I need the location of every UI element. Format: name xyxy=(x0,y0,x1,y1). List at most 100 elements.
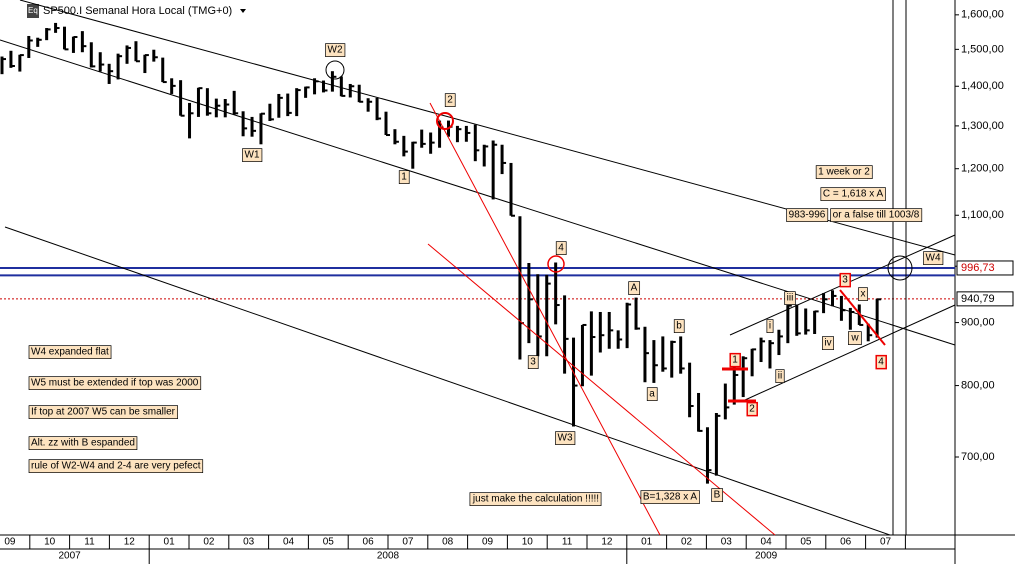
level-box xyxy=(956,291,1014,307)
x-tick-label: 09 xyxy=(482,537,494,548)
y-tick-label: 1,300,00 xyxy=(961,120,1004,132)
level-label: 996,73 xyxy=(961,262,995,274)
annotation-box xyxy=(646,387,658,401)
annotation-label: 2 xyxy=(447,95,453,106)
annotation: just make the calculation !!!!! xyxy=(469,492,602,506)
annotation-label: A xyxy=(631,283,638,294)
annotation: i xyxy=(766,319,774,333)
annotation-box xyxy=(830,208,923,222)
y-tick-label: 800,00 xyxy=(961,379,995,391)
annotation-label: iii xyxy=(787,293,794,304)
annotation: If top at 2007 W5 can be smaller xyxy=(28,405,178,419)
x-tick-label: 01 xyxy=(641,537,653,548)
annotation-box xyxy=(875,354,887,370)
annotation-label: Alt. zz with B espanded xyxy=(31,438,135,449)
x-tick-label: 08 xyxy=(442,537,454,548)
annotation-label: 4 xyxy=(878,357,884,368)
annotation-label: rule of W2-W4 and 2-4 are very pefect xyxy=(31,461,201,472)
annotation-label: 1 xyxy=(401,172,407,183)
annotation-label: W5 must be extended if top was 2000 xyxy=(31,378,199,389)
annotation-box xyxy=(923,251,944,265)
annotation: iii xyxy=(784,291,796,305)
annotation-box xyxy=(555,241,567,255)
circle xyxy=(547,255,565,273)
annotation: 2 xyxy=(444,93,456,107)
annotation-label: 1 xyxy=(732,355,738,366)
annotation: a xyxy=(646,387,658,401)
red-trend-line xyxy=(427,243,776,536)
y-tick-label: 1,400,00 xyxy=(961,80,1004,92)
x-tick-label: 12 xyxy=(124,537,136,548)
annotation-box xyxy=(28,459,204,473)
circle xyxy=(436,112,454,130)
year-label: 2007 xyxy=(58,551,81,562)
dropdown[interactable] xyxy=(240,9,246,13)
circle xyxy=(325,60,345,80)
annotation-box xyxy=(640,490,700,504)
annotation-box xyxy=(28,345,112,359)
annotation-box xyxy=(775,369,785,383)
annotation: 4 xyxy=(555,241,567,255)
drawings xyxy=(0,0,956,536)
annotation: x xyxy=(858,287,868,301)
annotation-box xyxy=(729,352,741,368)
annotation-box xyxy=(527,355,539,369)
annotation-label: B xyxy=(714,490,721,501)
x-tick-label: 11 xyxy=(84,537,95,548)
year-label: 2009 xyxy=(755,551,778,562)
x-tick-label: 10 xyxy=(44,537,56,548)
annotation-label: If top at 2007 W5 can be smaller xyxy=(31,407,176,418)
chart-title: SP500.I Semanal Hora Local (TMG+0) xyxy=(43,5,232,17)
annotation-label: or a false till 1003/8 xyxy=(833,210,920,221)
level-box xyxy=(956,260,1014,276)
annotation: 1 xyxy=(729,352,741,368)
x-tick-label: 09 xyxy=(4,537,16,548)
annotation-box xyxy=(28,405,178,419)
icon-label: Eq xyxy=(28,6,38,15)
annotation-box xyxy=(469,492,602,506)
annotation-label: just make the calculation !!!!! xyxy=(472,494,599,505)
annotation-box xyxy=(673,319,685,333)
annotation: A xyxy=(628,281,641,295)
annotation: W2 xyxy=(325,43,346,57)
x-tick-label: 06 xyxy=(363,537,375,548)
annotation-box xyxy=(628,281,641,295)
y-tick-label: 900,00 xyxy=(961,316,995,328)
annotation: B xyxy=(711,488,724,502)
annotation: ii xyxy=(775,369,785,383)
annotation-label: W3 xyxy=(558,433,573,444)
x-tick-label: 03 xyxy=(721,537,733,548)
annotation-label: b xyxy=(676,321,682,332)
annotation-label: 2 xyxy=(749,404,755,415)
annotation: 3 xyxy=(839,272,851,288)
x-tick-label: 11 xyxy=(562,537,573,548)
icon xyxy=(27,4,39,18)
annotation-label: i xyxy=(769,321,771,332)
annotation-box xyxy=(242,148,263,162)
annotation: 2 xyxy=(746,401,758,417)
y-tick-label: 1,600,00 xyxy=(961,9,1004,21)
annotation: 3 xyxy=(527,355,539,369)
annotation-label: C = 1,618 x A xyxy=(823,189,884,200)
annotation: C = 1,618 x A xyxy=(820,187,886,201)
red-trend-line xyxy=(429,102,661,536)
year-label: 2008 xyxy=(377,551,400,562)
annotation-label: x xyxy=(861,289,866,300)
annotation: 4 xyxy=(875,354,887,370)
y-tick-label: 1,200,00 xyxy=(961,163,1004,175)
annotation: W1 xyxy=(242,148,263,162)
annotation-label: B=1,328 x A xyxy=(643,492,698,503)
annotation: W5 must be extended if top was 2000 xyxy=(28,376,202,390)
annotation-label: W4 expanded flat xyxy=(31,347,109,358)
annotation: rule of W2-W4 and 2-4 are very pefect xyxy=(28,459,204,473)
annotation-label: w xyxy=(850,333,859,344)
annotation-label: W1 xyxy=(245,150,260,161)
annotation-box xyxy=(820,187,886,201)
x-tick-label: 10 xyxy=(522,537,534,548)
x-tick-label: 04 xyxy=(283,537,295,548)
annotation-label: a xyxy=(649,389,655,400)
annotation: 983-996 xyxy=(786,208,829,222)
y-tick-label: 700,00 xyxy=(961,451,995,463)
annotation-box xyxy=(784,291,796,305)
